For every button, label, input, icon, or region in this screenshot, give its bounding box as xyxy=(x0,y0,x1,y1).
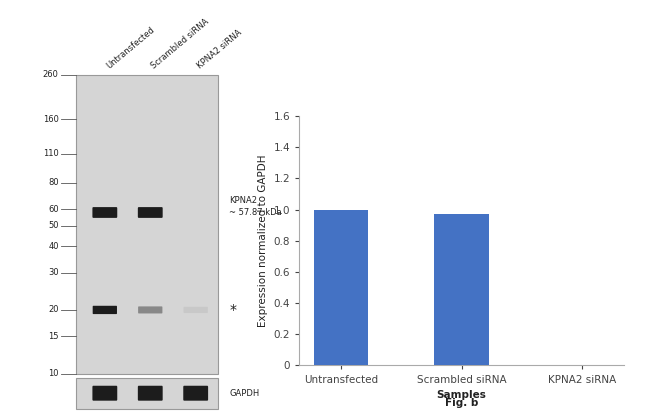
Bar xyxy=(434,214,489,365)
FancyBboxPatch shape xyxy=(138,386,162,401)
Text: 50: 50 xyxy=(48,221,58,230)
Text: 80: 80 xyxy=(48,178,58,187)
Bar xyxy=(77,75,218,374)
FancyBboxPatch shape xyxy=(183,307,208,313)
Text: 260: 260 xyxy=(43,70,58,79)
Text: 30: 30 xyxy=(48,268,58,277)
Text: Scrambled siRNA: Scrambled siRNA xyxy=(150,17,211,71)
Text: 60: 60 xyxy=(48,205,58,214)
Text: 20: 20 xyxy=(48,305,58,315)
Text: 40: 40 xyxy=(48,242,58,251)
Text: *: * xyxy=(229,303,237,317)
FancyBboxPatch shape xyxy=(92,386,117,401)
Y-axis label: Expression normalized to GAPDH: Expression normalized to GAPDH xyxy=(258,154,268,327)
Text: 10: 10 xyxy=(48,369,58,378)
Text: 160: 160 xyxy=(43,115,58,124)
Text: Untransfected: Untransfected xyxy=(105,25,156,71)
FancyBboxPatch shape xyxy=(138,207,162,218)
Text: KPNA2 siRNA: KPNA2 siRNA xyxy=(196,28,244,71)
Text: KPNA2
~ 57.87 kDa: KPNA2 ~ 57.87 kDa xyxy=(229,196,282,217)
Text: 110: 110 xyxy=(43,149,58,158)
Bar xyxy=(77,378,218,409)
FancyBboxPatch shape xyxy=(93,306,117,314)
Text: 15: 15 xyxy=(48,332,58,341)
Text: GAPDH: GAPDH xyxy=(229,389,259,398)
FancyBboxPatch shape xyxy=(92,207,117,218)
Bar xyxy=(314,210,368,365)
FancyBboxPatch shape xyxy=(138,306,162,313)
FancyBboxPatch shape xyxy=(183,386,208,401)
Text: Fig. b: Fig. b xyxy=(445,398,478,408)
X-axis label: Samples: Samples xyxy=(437,391,486,400)
